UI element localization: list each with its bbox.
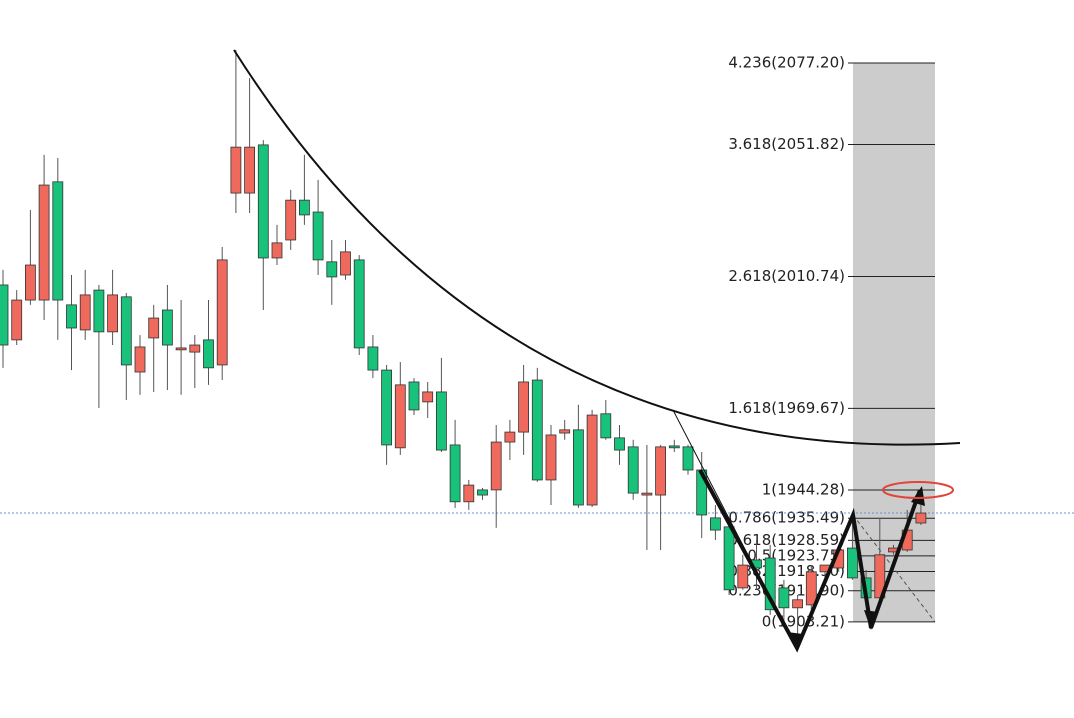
candle-body [148, 317, 160, 339]
candle-body [11, 299, 23, 341]
fib-label: 0(1903.21) [762, 612, 845, 630]
candle-body [641, 492, 653, 496]
candle-body [449, 444, 461, 503]
candle-body [627, 446, 639, 494]
candle-body [134, 346, 146, 373]
candle-body [737, 564, 749, 589]
candle-body [107, 294, 118, 333]
candle-body [216, 259, 228, 366]
arrow-head [911, 486, 925, 506]
candle-body [792, 599, 803, 609]
candle-body [490, 441, 502, 491]
candle-body [381, 369, 393, 446]
candle-body [408, 381, 420, 411]
candle-body [915, 512, 927, 524]
candle-body [723, 526, 735, 591]
candle-body [312, 211, 324, 261]
candle-body [764, 557, 776, 611]
candle-body [189, 344, 201, 353]
fib-label: 1(1944.28) [762, 480, 845, 498]
candle-body [79, 294, 91, 331]
candle-body [559, 429, 571, 434]
candle-body [175, 347, 187, 351]
candle-body [38, 184, 50, 301]
candle-body [435, 391, 447, 451]
candle-body [367, 346, 379, 371]
candle-body [422, 391, 434, 403]
candle-body [203, 339, 214, 369]
candle-body [66, 304, 77, 329]
candle-body [285, 199, 297, 241]
fib-label: 3.618(2051.82) [728, 135, 845, 153]
candle-body [710, 517, 721, 531]
candle-body [24, 264, 36, 301]
candle-body [340, 251, 351, 276]
candle-body [655, 446, 666, 496]
candle-body [805, 571, 817, 606]
candle-body [504, 431, 516, 443]
candle-body [600, 413, 612, 439]
candle-body [161, 309, 173, 346]
candle-body [230, 146, 242, 194]
drawings [233, 49, 961, 653]
candle-body [257, 144, 269, 259]
candle-body [682, 446, 694, 471]
candle-body [353, 259, 365, 349]
candle-body [244, 146, 256, 194]
fib-label: 0.786(1935.49) [728, 509, 845, 527]
candle-body [52, 181, 64, 301]
candle-body [477, 489, 488, 496]
highlight-ellipse [882, 481, 954, 499]
candle-body [573, 429, 584, 506]
fib-zone [853, 63, 935, 622]
candle-body [326, 261, 338, 278]
arrow-head [787, 632, 803, 652]
candle-body [120, 296, 132, 366]
candle-body [614, 437, 625, 451]
candle-body [545, 434, 557, 481]
candle-body [531, 379, 543, 481]
fib-label: 2.618(2010.74) [728, 267, 845, 285]
fib-label: 1.618(1969.67) [728, 399, 845, 417]
candle-body [298, 199, 310, 216]
candle-body [518, 381, 529, 433]
candle-body [668, 445, 680, 449]
fib-label: 4.236(2077.20) [728, 53, 845, 71]
candle-body [394, 384, 406, 449]
candle-body [0, 284, 9, 346]
candle-body [847, 547, 858, 579]
wave-arrow [698, 469, 922, 653]
fib-label: 0.618(1928.59) [728, 531, 845, 549]
candle-body [271, 242, 283, 259]
candle-body [586, 414, 598, 506]
candle-body [778, 587, 790, 609]
curve [233, 49, 961, 446]
candle-body [93, 289, 105, 333]
arrow-head [864, 610, 878, 630]
dashed-line [852, 514, 936, 623]
candle-body [463, 484, 475, 503]
